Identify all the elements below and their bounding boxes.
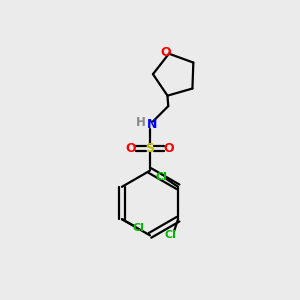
Text: Cl: Cl bbox=[132, 223, 144, 233]
Text: O: O bbox=[164, 142, 175, 155]
Text: H: H bbox=[136, 116, 146, 129]
Text: Cl: Cl bbox=[156, 172, 168, 182]
Text: O: O bbox=[125, 142, 136, 155]
Text: N: N bbox=[147, 118, 158, 131]
Text: Cl: Cl bbox=[165, 230, 177, 240]
Text: S: S bbox=[146, 142, 154, 155]
Text: O: O bbox=[161, 46, 171, 59]
